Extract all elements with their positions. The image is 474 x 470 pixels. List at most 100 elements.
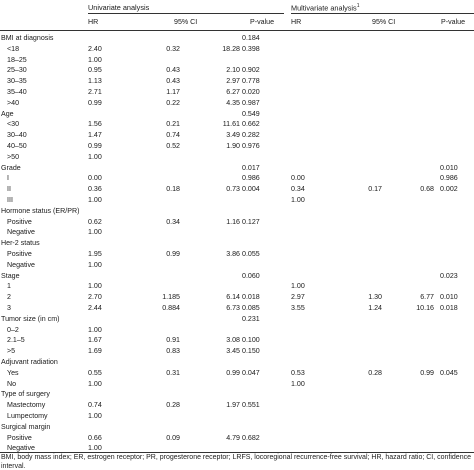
univariate-pvalue-cell: 0.549: [242, 109, 260, 118]
table-row-category: Age 0.549: [0, 109, 474, 120]
table-row: 18–25 1.00: [0, 55, 474, 66]
table-row-category: Stage 0.060 0.023: [0, 271, 474, 282]
univariate-ci-high-cell: 11.61: [222, 120, 240, 129]
table-row: >50 1.00: [0, 152, 474, 163]
multivariate-hr-header: HR: [291, 18, 302, 26]
table-row: Positive 0.62 0.34 1.16 0.127: [0, 217, 474, 228]
multivariate-ci-low-cell: 0.28: [368, 368, 382, 377]
univariate-hr-cell: 0.55: [88, 368, 102, 377]
univariate-ci-high-cell: 1.16: [226, 217, 240, 226]
table-row: Yes 0.55 0.31 0.99 0.047 0.53 0.28 0.99 0.045: [0, 368, 474, 379]
table-row: 3 2.44 0.884 6.73 0.085 3.55 1.24 10.16 0.018: [0, 303, 474, 314]
row-category-label: Stage: [1, 271, 20, 280]
multivariate-group-header: Multivariate analysis1: [291, 3, 359, 12]
univariate-hr-cell: 1.00: [88, 412, 102, 420]
univariate-hr-cell: 0.99: [88, 98, 102, 107]
univariate-pvalue-cell: 0.047: [242, 368, 260, 377]
table-bottom-rule: [0, 452, 474, 453]
univariate-pvalue-cell: 0.976: [242, 142, 260, 150]
multivariate-hr-cell: 0.00: [291, 174, 305, 183]
multivariate-ci-high-cell: 0.68: [420, 185, 434, 194]
table-row: Positive 1.95 0.99 3.86 0.055: [0, 249, 474, 260]
univariate-ci-high-cell: 1.97: [226, 401, 240, 410]
multivariate-rule: [291, 13, 474, 14]
univariate-ci-low-cell: 0.52: [166, 142, 180, 150]
univariate-hr-cell: 1.00: [88, 325, 102, 334]
univariate-ci-high-cell: 3.49: [226, 131, 240, 140]
univariate-ci-high-cell: 6.27: [226, 88, 240, 96]
table-row: >5 1.69 0.83 3.45 0.150: [0, 346, 474, 357]
table-row: 40–50 0.99 0.52 1.90 0.976: [0, 141, 474, 152]
univariate-pvalue-cell: 0.986: [242, 174, 260, 183]
table-row: <18 2.40 0.32 18.28 0.398: [0, 44, 474, 55]
univariate-ci-high-cell: 6.14: [226, 293, 240, 302]
row-sublabel: 30–40: [7, 131, 27, 140]
univariate-pvalue-cell: 0.778: [242, 77, 260, 86]
univariate-pvalue-cell: 0.127: [242, 217, 260, 226]
univariate-ci-low-cell: 1.17: [166, 88, 180, 96]
univariate-hr-cell: 1.56: [88, 120, 102, 129]
row-sublabel: Yes: [7, 368, 19, 377]
table-row: 0–2 1.00: [0, 325, 474, 336]
table-row-category: Tumor size (in cm) 0.231: [0, 314, 474, 325]
univariate-ci-low-cell: 0.28: [166, 401, 180, 410]
multivariate-ci-high-cell: 10.16: [416, 304, 434, 312]
multivariate-hr-cell: 1.00: [291, 282, 305, 291]
univariate-hr-cell: 0.95: [88, 66, 102, 75]
table-row: Negative 1.00: [0, 260, 474, 271]
multivariate-ci-low-cell: 1.30: [368, 293, 382, 302]
univariate-pvalue-cell: 0.100: [242, 336, 260, 345]
univariate-hr-cell: 0.62: [88, 217, 102, 226]
univariate-ci-low-cell: 0.22: [166, 98, 180, 107]
univariate-pvalue-cell: 0.018: [242, 293, 260, 302]
row-category-label: Age: [1, 109, 14, 118]
row-sublabel: I: [7, 174, 9, 183]
multivariate-pvalue-cell: 0.018: [440, 304, 458, 312]
univariate-hr-cell: 1.00: [88, 379, 102, 388]
row-sublabel: 2.1–5: [7, 336, 25, 345]
row-sublabel: <18: [7, 44, 20, 53]
univariate-hr-cell: 0.00: [88, 174, 102, 183]
univariate-ci-high-cell: 18.28: [222, 44, 240, 53]
univariate-ci-low-cell: 0.21: [166, 120, 180, 129]
row-sublabel: Negative: [7, 260, 35, 269]
univariate-hr-cell: 2.44: [88, 304, 102, 312]
univariate-ci-low-cell: 0.91: [166, 336, 180, 345]
table-row: >40 0.99 0.22 4.35 0.987: [0, 98, 474, 109]
univariate-pvalue-cell: 0.055: [242, 250, 260, 258]
multivariate-ci-high-cell: 6.77: [420, 293, 434, 302]
univariate-hr-cell: 0.74: [88, 401, 102, 410]
row-sublabel: Negative: [7, 228, 35, 237]
univariate-pvalue-cell: 0.282: [242, 131, 260, 140]
row-sublabel: >40: [7, 98, 20, 107]
univariate-pvalue-cell: 0.662: [242, 120, 260, 129]
row-sublabel: 25–30: [7, 66, 27, 75]
univariate-pvalue-cell: 0.017: [242, 163, 260, 172]
univariate-ci-high-cell: 0.99: [226, 368, 240, 377]
table-row: 30–35 1.13 0.43 2.97 0.778: [0, 76, 474, 87]
univariate-hr-cell: 1.00: [88, 260, 102, 269]
table-row-category: Hormone status (ER/PR): [0, 206, 474, 217]
row-sublabel: 3: [7, 304, 11, 312]
univariate-ci-high-cell: 2.10: [226, 66, 240, 75]
row-sublabel: III: [7, 196, 13, 204]
univariate-ci-high-cell: 0.73: [226, 185, 240, 194]
multivariate-hr-cell: 2.97: [291, 293, 305, 302]
univariate-pvalue-cell: 0.902: [242, 66, 260, 75]
univariate-hr-cell: 1.00: [88, 55, 102, 64]
row-category-label: Grade: [1, 163, 21, 172]
multivariate-pvalue-cell: 0.010: [440, 293, 458, 302]
row-category-label: Her-2 status: [1, 239, 40, 248]
table-row-category: Type of surgery: [0, 389, 474, 400]
univariate-pvalue-cell: 0.231: [242, 314, 260, 323]
table-row: 25–30 0.95 0.43 2.10 0.902: [0, 65, 474, 76]
multivariate-ci-low-cell: 1.24: [368, 304, 382, 312]
multivariate-pvalue-header: P-value: [441, 18, 466, 26]
footnote-abbreviations: BMI, body mass index; ER, estrogen recep…: [1, 454, 471, 461]
univariate-hr-cell: 0.36: [88, 185, 102, 194]
univariate-pvalue-cell: 0.184: [242, 34, 260, 42]
univariate-ci-low-cell: 0.18: [166, 185, 180, 194]
row-sublabel: >5: [7, 347, 16, 356]
row-sublabel: 35–40: [7, 88, 27, 96]
univariate-rule: [88, 13, 284, 14]
